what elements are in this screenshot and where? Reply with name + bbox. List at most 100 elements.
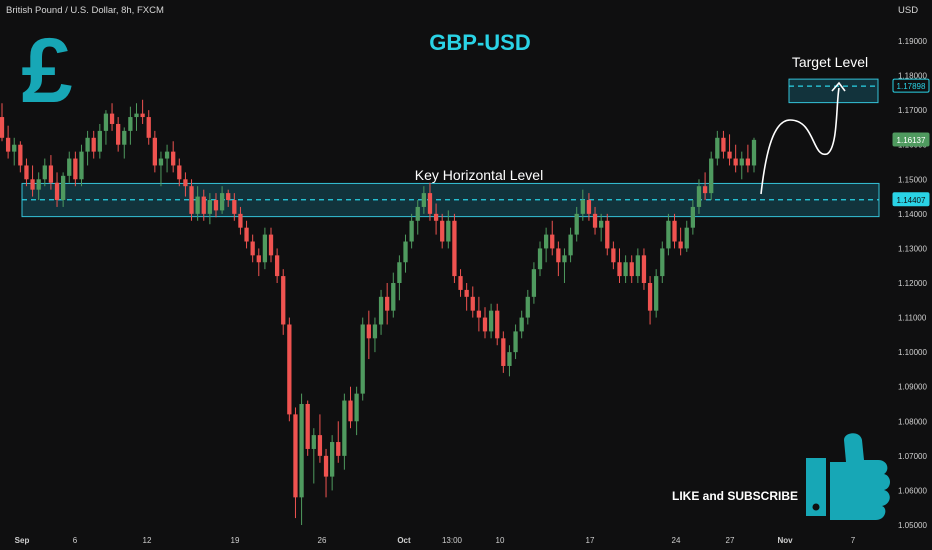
candle-body [586, 200, 592, 214]
zones-layer [21, 78, 880, 218]
candle-body [678, 241, 683, 249]
candle-body [495, 310, 500, 339]
candle [91, 130, 96, 159]
candle [48, 155, 54, 190]
time-tick-label: Nov [777, 536, 793, 545]
candle [586, 193, 592, 221]
candle [262, 227, 268, 270]
candle [42, 158, 47, 187]
candle-body [739, 158, 744, 166]
candle-body [5, 137, 11, 152]
candle-body [0, 117, 5, 138]
candle [550, 220, 555, 256]
candle [238, 206, 243, 235]
price-tick-label: 1.09000 [898, 383, 927, 392]
candle [281, 269, 286, 335]
candle-body [195, 196, 200, 214]
candle-body [342, 400, 347, 456]
candle [641, 248, 647, 290]
candle-body [409, 220, 414, 242]
candle-body [574, 213, 579, 235]
time-tick-label: 24 [672, 536, 681, 545]
price-tick-label: 1.08000 [898, 417, 927, 426]
candle-body [452, 220, 457, 277]
svg-text:£: £ [21, 20, 72, 122]
candle-body [281, 276, 286, 325]
candle [164, 144, 170, 173]
candle-body [446, 220, 451, 242]
time-tick-label: Sep [15, 536, 30, 545]
candle [397, 255, 402, 301]
candle-body [201, 196, 206, 214]
candle [678, 227, 683, 256]
candle [562, 248, 567, 283]
candle-body [501, 338, 506, 366]
candle-body [256, 255, 261, 263]
candle [672, 213, 677, 249]
time-tick-label: 6 [73, 536, 78, 545]
candle-body [48, 165, 54, 183]
candle [574, 206, 579, 242]
candle-body [262, 234, 268, 263]
time-tick-label: 10 [496, 536, 505, 545]
key-level-price-tag [892, 192, 930, 207]
candle-body [219, 193, 225, 211]
target-level-label: Target Level [792, 54, 868, 70]
price-tick-label: 1.19000 [898, 37, 927, 46]
price-tags-layer: 1.17898 1.16137 1.14407 [892, 78, 930, 207]
candle-body [666, 220, 671, 249]
candle [739, 151, 744, 180]
candle-body [299, 404, 304, 498]
key-level-label: Key Horizontal Level [415, 167, 543, 183]
candle [219, 186, 225, 214]
like-subscribe-text[interactable]: LIKE and SUBSCRIBE [672, 489, 798, 503]
candle-body [696, 186, 702, 207]
price-tick-label: 1.14000 [898, 210, 927, 219]
candle-body [274, 255, 280, 277]
candle [36, 172, 41, 201]
candle-body [213, 200, 219, 211]
candle-body [733, 158, 738, 166]
price-tick-label: 1.10000 [898, 348, 927, 357]
thumbs-up-icon[interactable] [806, 433, 890, 520]
symbol-info[interactable]: British Pound / U.S. Dollar, 8h, FXCM [6, 5, 164, 16]
candle [666, 213, 671, 256]
price-axis: 1.190001.180001.170001.160001.150001.140… [898, 37, 927, 530]
candle [543, 227, 549, 263]
key-level-price-value: 1.14407 [897, 196, 926, 205]
candle-body [140, 113, 145, 118]
candle [378, 289, 384, 335]
candle-body [617, 262, 622, 277]
candle [427, 182, 433, 221]
candle-body [317, 435, 323, 456]
price-tick-label: 1.06000 [898, 486, 927, 495]
candle-body [103, 113, 109, 131]
candle-body [629, 262, 634, 277]
pound-sign-icon: £ [21, 20, 72, 122]
candle-body [709, 158, 714, 194]
candle-body [97, 130, 102, 152]
candle-body [647, 283, 653, 311]
candle [122, 127, 127, 159]
candle [354, 386, 359, 436]
candle [605, 213, 610, 256]
price-tick-label: 1.07000 [898, 452, 927, 461]
candle [531, 262, 537, 304]
candle-body [433, 213, 439, 221]
candle [330, 435, 335, 491]
candle [24, 158, 29, 187]
candle [391, 272, 396, 318]
price-tick-label: 1.13000 [898, 244, 927, 253]
candle [592, 206, 598, 235]
candle [305, 400, 310, 456]
candle-body [73, 158, 78, 180]
candle-body [660, 248, 665, 277]
candle-body [611, 248, 616, 263]
candle [140, 99, 145, 124]
candle-body [360, 324, 365, 394]
candle [409, 213, 414, 249]
candle-body [672, 220, 677, 242]
candle [54, 172, 60, 207]
